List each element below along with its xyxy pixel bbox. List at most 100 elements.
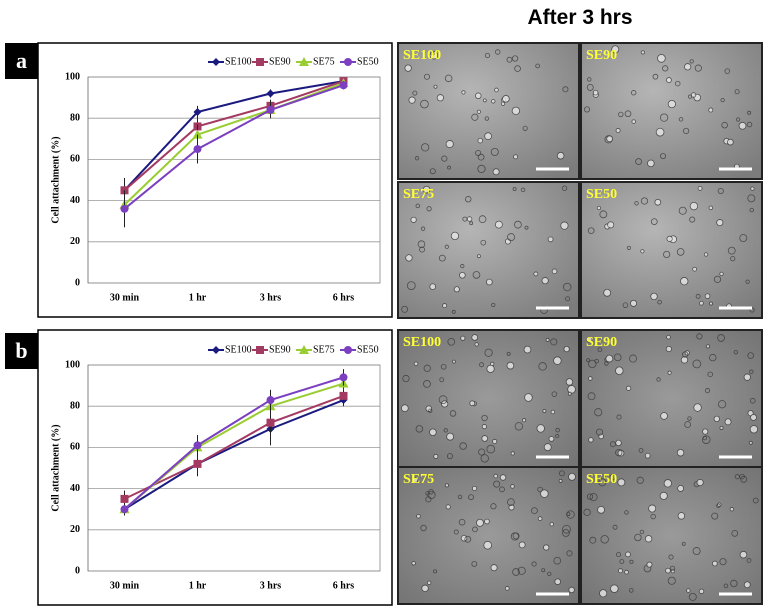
cell [636,476,644,484]
y-tick-label: 60 [70,154,80,165]
cell [624,510,629,515]
cell [555,434,560,439]
cell [547,236,554,243]
cell [541,568,546,573]
cell [563,345,570,353]
cell [628,588,634,593]
cell [597,505,605,514]
cell [541,277,549,285]
cell [476,518,484,527]
cell [514,220,522,229]
cell [719,271,724,277]
cell [598,478,607,487]
cell [650,218,658,225]
cell [423,364,431,372]
cell [735,117,741,122]
cell [490,148,499,157]
cell [663,250,671,259]
cell [618,568,623,574]
cell [612,524,618,530]
marker [266,418,275,427]
marker [120,494,129,503]
chart-frame [37,329,393,606]
cell [537,486,543,493]
cell [411,561,416,566]
cell [461,90,466,95]
marker [193,108,202,117]
cell [659,113,669,122]
cell [708,107,714,113]
legend-marker [212,58,220,66]
image-label: SE50 [586,472,617,487]
cell [743,373,751,381]
cell [410,216,417,223]
y-tick-label: 100 [65,71,80,82]
cell [486,364,495,373]
cell [616,552,622,558]
cell [492,438,498,444]
cell [588,437,594,443]
cell [657,54,666,63]
cell [500,101,506,106]
cell [481,424,487,430]
cell [676,448,685,457]
cell [610,584,619,593]
x-tick-label: 3 hrs [260,292,282,303]
legend-label: SE100 [225,56,252,67]
marker [266,89,275,98]
cell [524,225,529,230]
y-tick-label: 60 [70,442,80,453]
cell [616,414,622,420]
cell [583,508,591,517]
y-tick-label: 40 [70,195,80,206]
marker [266,105,275,114]
cell [540,489,549,498]
cell [492,168,500,176]
cell [695,293,701,299]
cell [553,556,562,565]
cell [693,403,702,412]
x-tick-label: 6 hrs [333,292,355,303]
cell [466,216,473,222]
cell [524,393,533,402]
cell [551,391,558,397]
cell [660,412,668,420]
cell [749,207,754,213]
marker [339,81,348,90]
cell [480,239,487,246]
cell [617,478,626,487]
cell [444,74,453,83]
cell [640,197,649,205]
cell [750,186,755,191]
cell [542,409,547,414]
cell [743,581,751,589]
plot-frame [87,364,381,572]
cell [464,535,472,543]
cell [717,187,724,195]
cell [460,335,466,341]
cell [681,541,686,546]
cell [709,353,717,362]
cell [478,215,487,224]
cell [656,377,661,382]
cell [502,95,510,103]
cell [604,361,609,366]
cell [618,111,624,118]
cell [484,132,492,141]
cell [660,153,667,160]
cell [659,491,668,500]
panel-label: a [16,48,27,73]
cell [547,571,552,576]
legend-marker [344,346,352,354]
cell [692,547,701,556]
cell [567,391,572,396]
cell [420,524,427,532]
cell [520,187,526,193]
cell [638,448,644,453]
cell [533,271,539,277]
cell [587,227,595,235]
cell [459,271,466,279]
cell [733,349,739,355]
cell [717,400,727,409]
cell [631,119,636,124]
